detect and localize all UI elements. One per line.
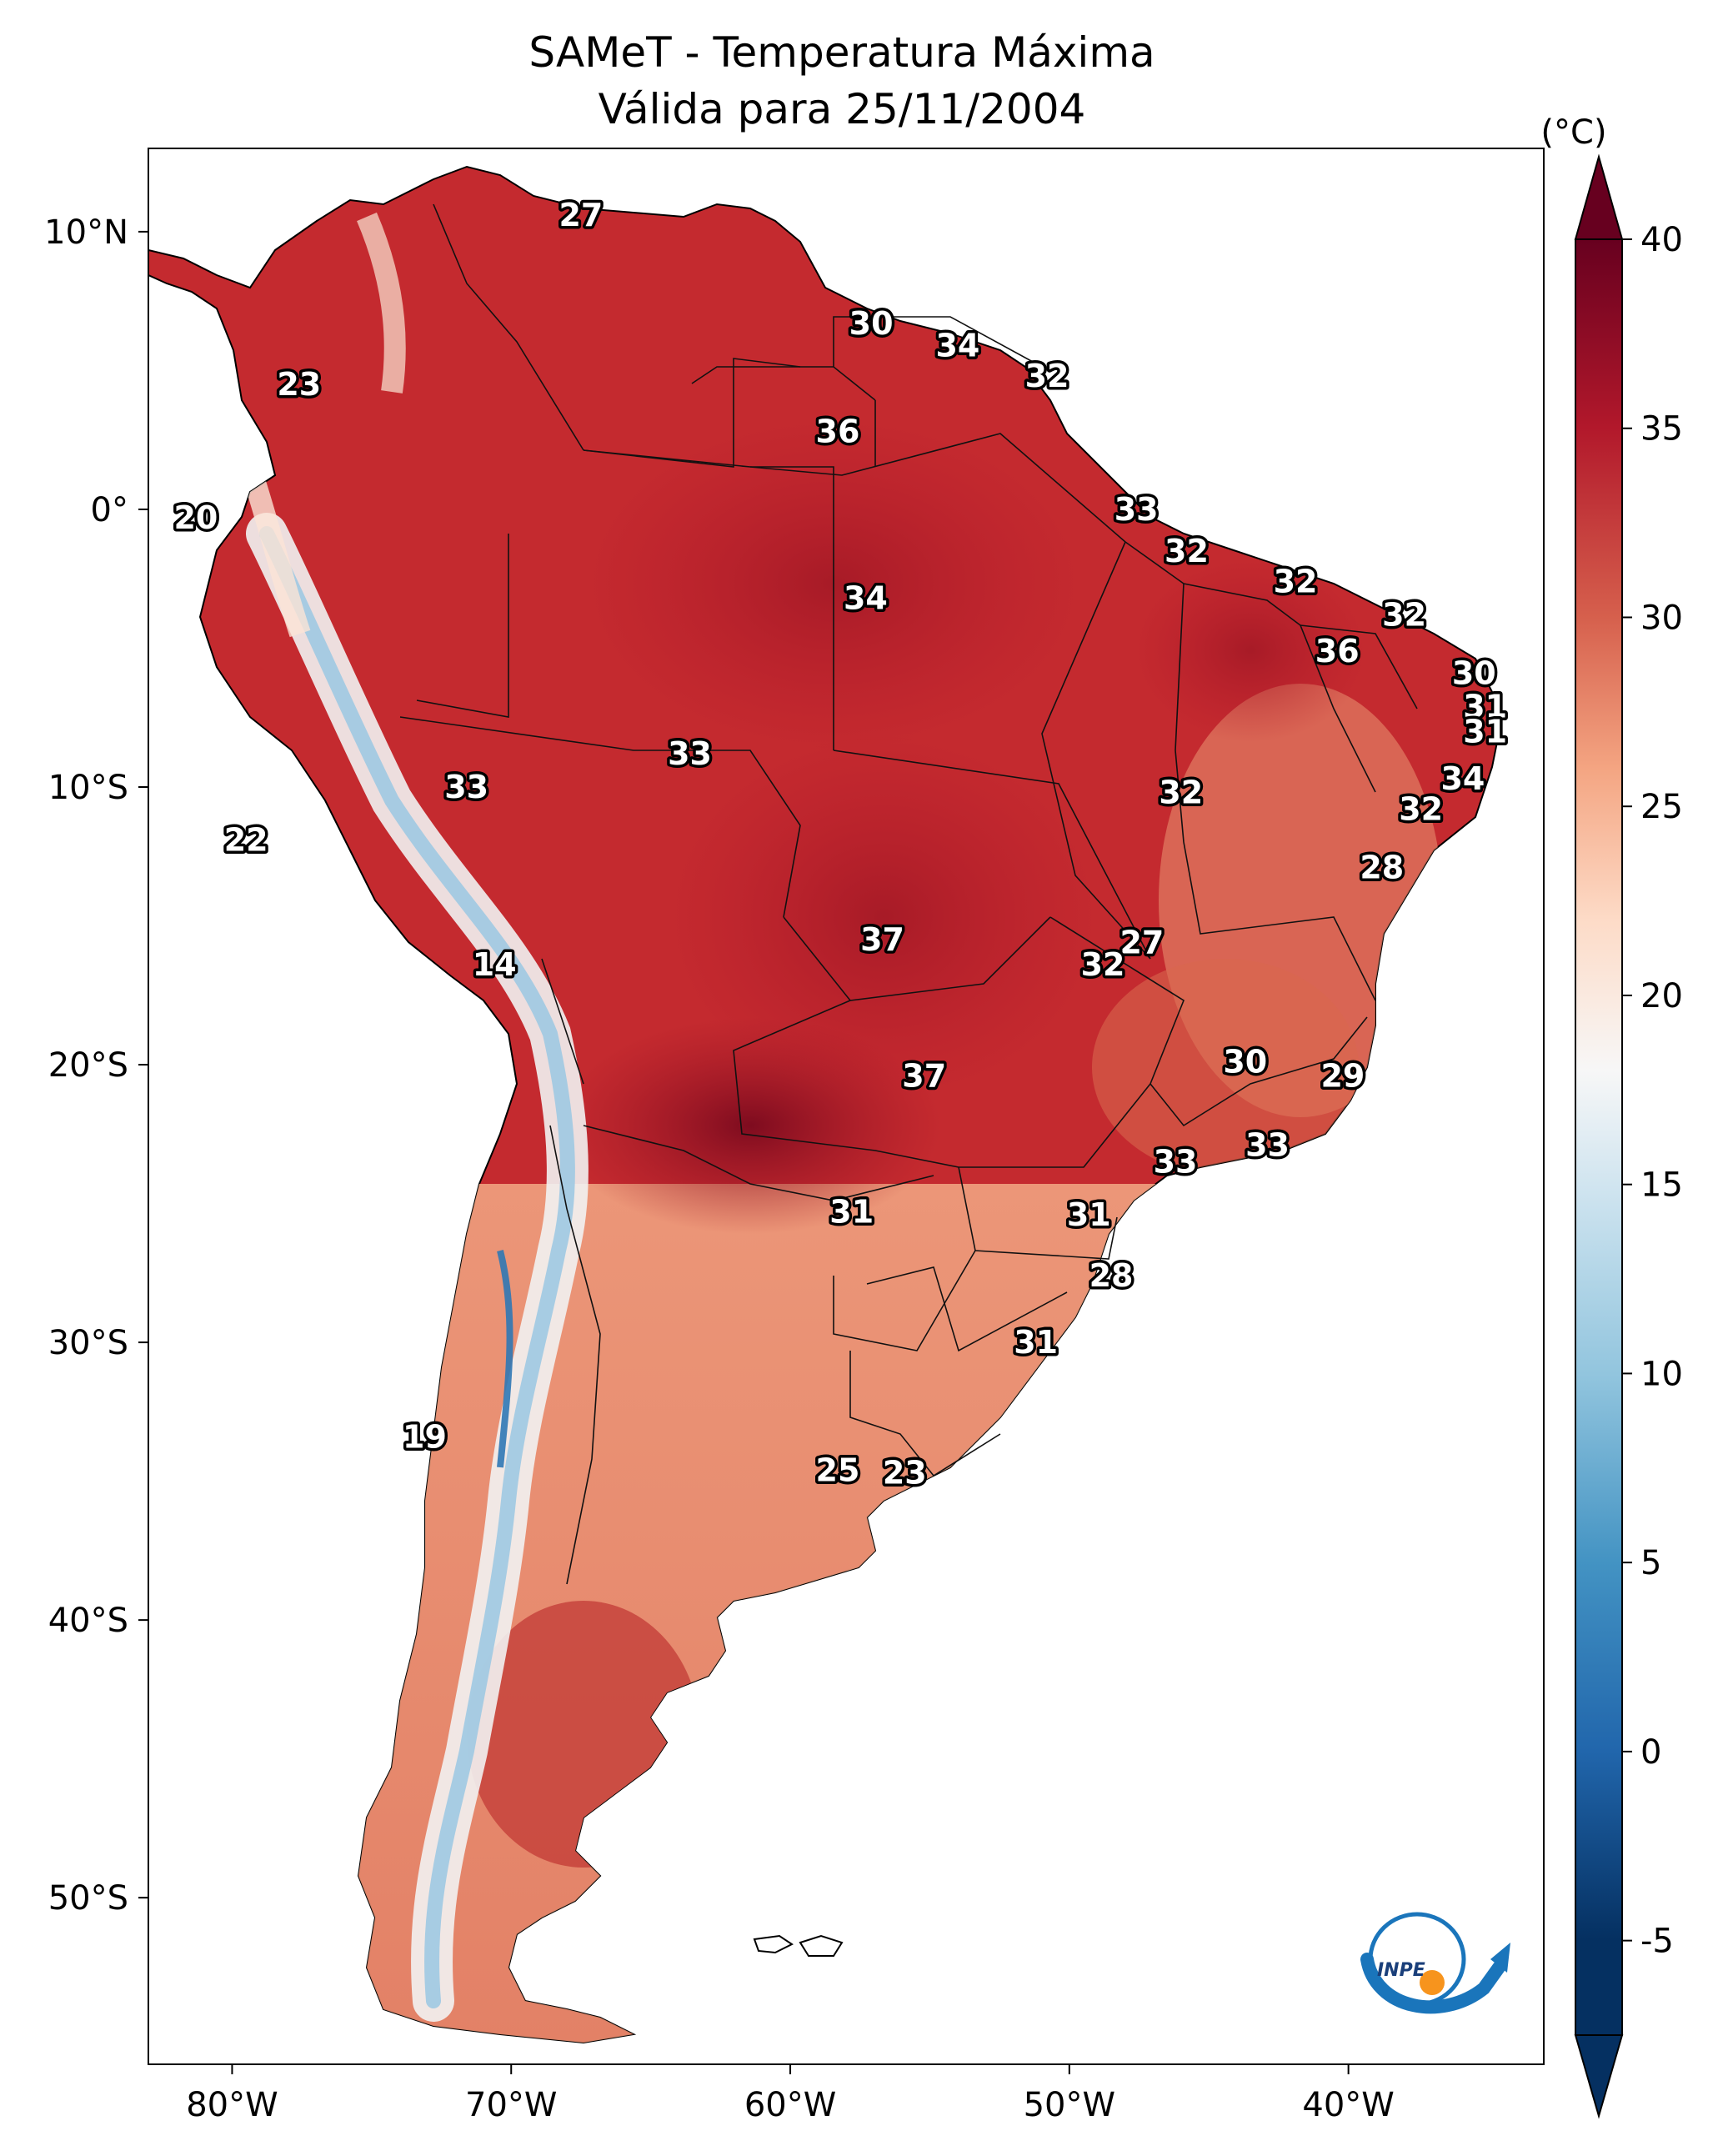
station-temperature-label: 27	[1119, 925, 1164, 961]
inpe-logo-dot	[1420, 1970, 1445, 1995]
inpe-logo-arrowhead	[1490, 1943, 1510, 1973]
station-temperature-label: 32	[1382, 597, 1426, 634]
station-temperature-label: 31	[1463, 688, 1507, 725]
station-temperature-label: 31	[829, 1194, 874, 1231]
station-temperature-label: 30	[849, 305, 894, 342]
longitude-axis: 80°W 70°W 60°W 50°W 40°W	[186, 2064, 1395, 2124]
falkland-islands	[753, 1934, 844, 1957]
station-temperature-label: 30	[1223, 1044, 1267, 1081]
colorbar-tick-label: 25	[1640, 788, 1683, 826]
station-temperature-label: 31	[1014, 1324, 1058, 1361]
station-temperature-label: 19	[403, 1418, 447, 1455]
station-temperature-label: 36	[1315, 633, 1360, 669]
inpe-logo-text: INPE	[1377, 1960, 1425, 1981]
inpe-logo-swoosh	[1360, 1953, 1505, 2014]
colorbar-gradient	[1575, 238, 1623, 2036]
colorbar-extend-max	[1574, 153, 1624, 240]
lat-tick-label: 20°S	[48, 1046, 128, 1085]
station-temperature-label: 33	[668, 735, 712, 772]
country-state-borders	[399, 203, 1418, 1585]
station-temperature-label: 32	[1399, 791, 1443, 828]
station-temperature-label: 25	[816, 1452, 860, 1488]
station-temperature-label: 30	[1452, 654, 1496, 691]
colorbar-tick-label: 0	[1640, 1733, 1661, 1772]
title-line-1: SAMeT - Temperatura Máxima	[528, 28, 1155, 77]
station-temperature-label: 14	[473, 946, 517, 983]
lon-tick-label: 80°W	[186, 2086, 278, 2124]
station-temperature-label: 27	[558, 197, 603, 233]
station-temperature-label: 33	[1245, 1127, 1290, 1164]
station-temperature-label: 33	[1114, 491, 1159, 528]
lon-tick-label: 50°W	[1024, 2086, 1115, 2124]
station-temperature-label: 32	[1159, 775, 1203, 811]
station-temperature-label: 37	[860, 921, 904, 958]
colorbar-tick-label: 40	[1640, 221, 1683, 259]
station-temperature-label: 32	[1081, 946, 1125, 983]
map-axes-frame	[148, 148, 1545, 2065]
station-temperature-label: 29	[1320, 1057, 1365, 1094]
colorbar-tick-label: -5	[1640, 1923, 1674, 1961]
lon-tick-label: 40°W	[1302, 2086, 1394, 2124]
station-temperature-label: 34	[1440, 760, 1485, 797]
station-temperature-label: 33	[444, 769, 488, 805]
title-line-2: Válida para 25/11/2004	[599, 85, 1086, 133]
station-temperature-label: 20	[173, 499, 218, 536]
lat-tick-label: 0°	[91, 491, 128, 529]
station-temperature-label: 28	[1089, 1257, 1134, 1294]
colorbar-ticks: 40 35 30 25 20 15 10 5 0 -5	[1622, 221, 1683, 1961]
station-temperature-label: 34	[935, 327, 979, 364]
colorbar-extend-min	[1574, 2034, 1624, 2119]
lon-tick-label: 60°W	[744, 2086, 836, 2124]
station-temperature-label: 31	[1463, 713, 1507, 750]
station-temperature-label: 33	[1154, 1144, 1198, 1181]
station-temperature-label: 37	[902, 1057, 946, 1094]
station-temperature-label: 34	[844, 580, 888, 617]
inpe-logo: INPE	[1360, 1912, 1510, 2014]
colorbar-tick-label: 30	[1640, 599, 1683, 637]
colorbar-tick-label: 5	[1640, 1544, 1661, 1582]
colorbar-tick-label: 35	[1640, 410, 1683, 449]
lon-tick-label: 70°W	[465, 2086, 557, 2124]
station-temperature-label: 23	[277, 366, 321, 403]
station-temperature-label: 32	[1165, 533, 1209, 569]
lat-tick-label: 50°S	[48, 1879, 128, 1918]
station-temperature-label: 32	[1274, 564, 1318, 600]
station-temperature-label: 32	[1025, 358, 1069, 394]
lat-tick-label: 10°N	[44, 213, 128, 252]
colorbar-tick-label: 10	[1640, 1355, 1683, 1393]
colorbar-tick-label: 20	[1640, 977, 1683, 1015]
station-temperature-label: 31	[1067, 1196, 1111, 1233]
colorbar-tick-label: 15	[1640, 1166, 1683, 1205]
colorbar-unit-label: (°C)	[1540, 113, 1606, 152]
lat-tick-label: 30°S	[48, 1324, 128, 1362]
colorbar: (°C) 40 35 30 25 20 15 10 5 0 -5	[1540, 113, 1683, 2119]
station-temperature-label: 22	[224, 821, 268, 858]
lat-tick-label: 10°S	[48, 769, 128, 807]
latitude-axis: 10°N 0° 10°S 20°S 30°S 40°S 50°S	[44, 213, 148, 1918]
lat-tick-label: 40°S	[48, 1602, 128, 1640]
station-temperature-label: 23	[883, 1455, 927, 1492]
station-temperature-label: 28	[1360, 850, 1404, 886]
station-temperature-label: 36	[816, 414, 860, 450]
